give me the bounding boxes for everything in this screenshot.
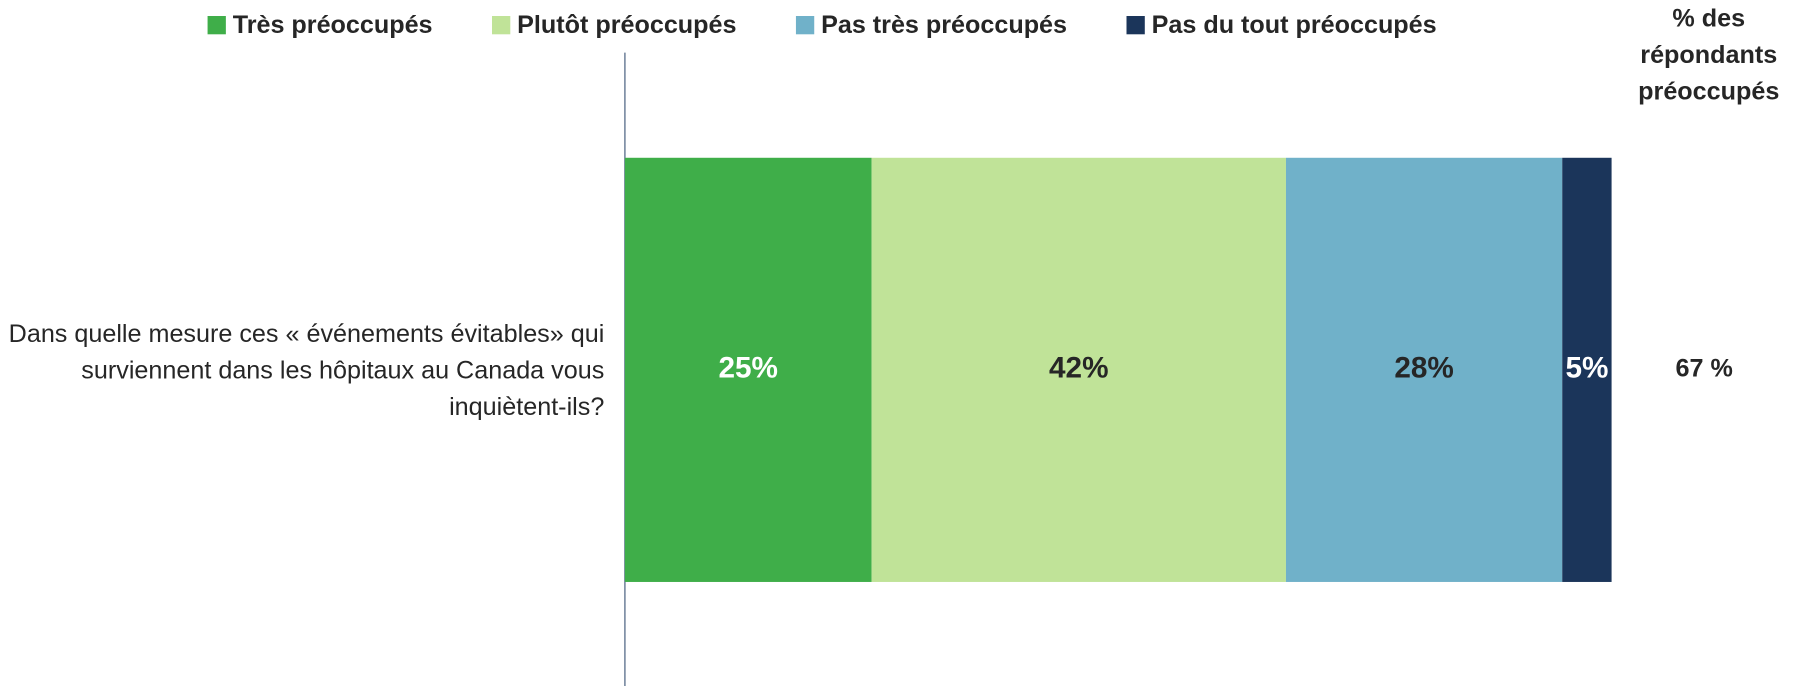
legend-label: Pas très préoccupés <box>821 11 1067 39</box>
legend-swatch <box>492 16 511 35</box>
bar-segment <box>871 157 1286 582</box>
legend-label: Très préoccupés <box>233 11 433 39</box>
bar-segment <box>1285 157 1563 582</box>
category-box: Dans quelle mesure ces « événements évit… <box>8 318 605 421</box>
legend-label: Pas du tout préoccupés <box>1152 11 1437 39</box>
legend-swatch <box>795 16 815 35</box>
data-label: 28% <box>1394 352 1453 385</box>
summary-value: 67 % <box>1676 355 1733 383</box>
legend-swatch <box>207 16 226 35</box>
data-label: 25% <box>718 352 777 385</box>
legend-swatch <box>1126 16 1145 35</box>
bar-segment <box>624 157 872 582</box>
bar-segment <box>1562 157 1612 582</box>
summary-title-box: % des répondants préoccupés <box>1638 3 1780 106</box>
legend-label: Plutôt préoccupés <box>517 11 736 39</box>
category-label: Dans quelle mesure ces « événements évit… <box>8 318 605 421</box>
summary-title: % des répondants préoccupés <box>1638 3 1780 106</box>
data-label: 5% <box>1565 352 1608 385</box>
data-label: 42% <box>1049 352 1108 385</box>
